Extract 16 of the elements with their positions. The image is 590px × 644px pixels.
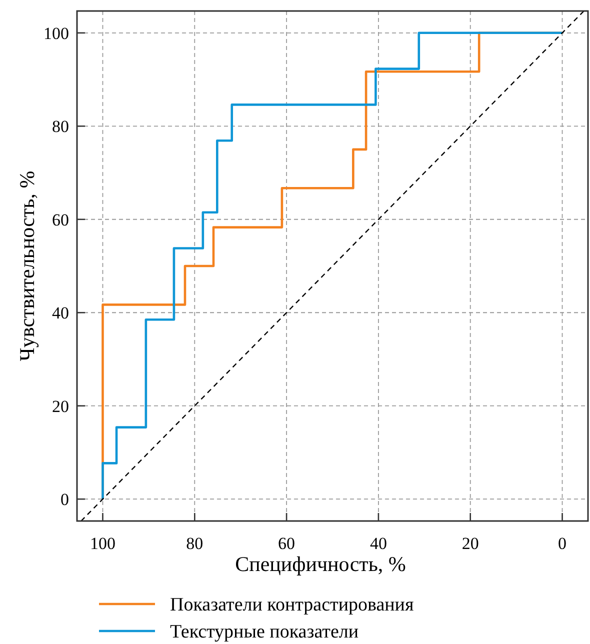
y-tick-label: 100: [44, 24, 69, 43]
y-tick-label: 80: [52, 117, 69, 136]
y-tick-label: 60: [52, 210, 69, 230]
y-tick-label: 0: [60, 490, 69, 510]
x-tick-label: 100: [90, 534, 116, 553]
y-tick-label: 20: [52, 396, 69, 416]
x-tick-label: 80: [186, 534, 204, 553]
x-axis-title: Специфичность, %: [235, 552, 406, 576]
x-tick-label: 0: [558, 534, 567, 553]
legend-label: Показатели контрастирования: [170, 594, 414, 616]
x-tick-label: 40: [370, 534, 387, 553]
legend-label: Текстурные показатели: [170, 622, 359, 643]
y-tick-label: 40: [52, 304, 69, 323]
x-tick-label: 60: [278, 534, 296, 553]
y-axis-title: Чувствительность, %: [15, 170, 39, 362]
x-tick-label: 20: [462, 534, 479, 553]
